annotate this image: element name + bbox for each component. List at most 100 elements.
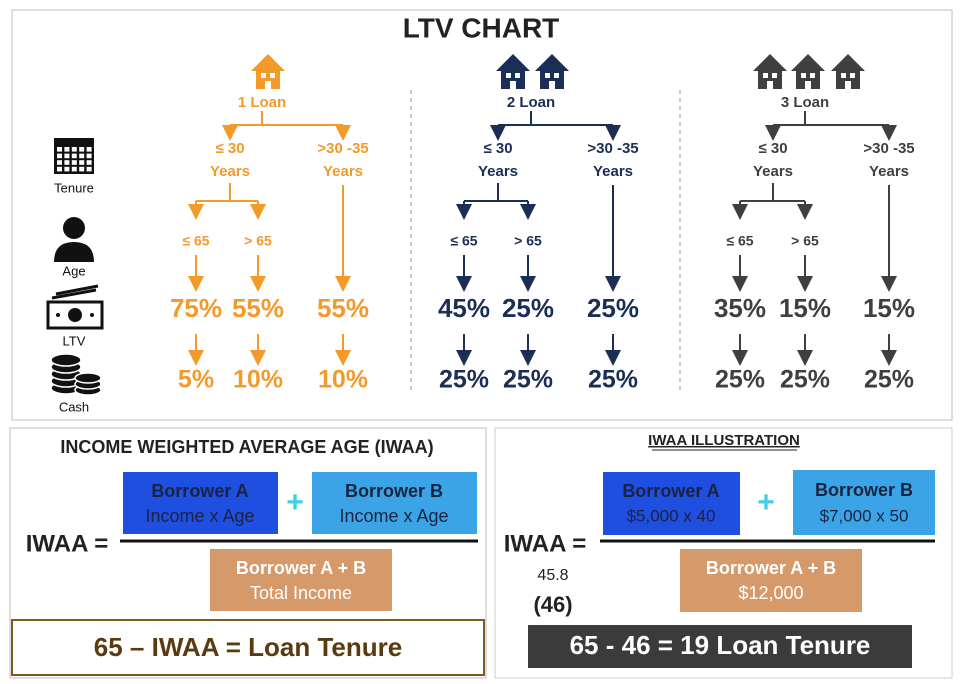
house-window xyxy=(506,73,511,78)
loan-label: 3 Loan xyxy=(781,94,829,111)
calendar-cell xyxy=(64,160,70,165)
borrower-b-box xyxy=(312,472,477,534)
house-icon xyxy=(791,54,825,71)
borrower-b-box xyxy=(793,470,935,535)
age-label: ≤ 65 xyxy=(726,233,753,249)
house-window xyxy=(515,73,520,78)
house-door xyxy=(845,81,851,89)
denominator-detail: Total Income xyxy=(250,583,352,603)
calendar-cell xyxy=(86,166,92,172)
coins-icon xyxy=(50,353,102,396)
cash-value: 25% xyxy=(503,366,553,394)
calendar-cell xyxy=(57,160,62,165)
ltv-value: 15% xyxy=(863,293,915,323)
house-icon xyxy=(496,54,530,71)
tenure-label: Years xyxy=(323,163,363,180)
ltv-value: 75% xyxy=(170,293,222,323)
loan-label: 1 Loan xyxy=(238,94,286,111)
calendar-cell xyxy=(64,166,70,172)
illustration-lhs: IWAA = xyxy=(504,530,586,557)
age-label: ≤ 65 xyxy=(450,233,477,249)
cash-value: 25% xyxy=(780,366,830,394)
tenure-label: ≤ 30 xyxy=(215,140,244,157)
age-label: ≤ 65 xyxy=(182,233,209,249)
house-window xyxy=(261,73,266,78)
side-label: Cash xyxy=(59,399,89,414)
age-label: > 65 xyxy=(514,233,542,249)
house-door xyxy=(510,81,516,89)
title: LTV CHART xyxy=(403,12,560,43)
calendar-cell xyxy=(71,147,77,152)
house-window xyxy=(772,73,777,78)
ltv-value: 15% xyxy=(779,293,831,323)
calendar-cell xyxy=(86,153,92,159)
calendar-cell xyxy=(71,160,77,165)
loan-label: 2 Loan xyxy=(507,94,555,111)
iwaa-title: INCOME WEIGHTED AVERAGE AGE (IWAA) xyxy=(60,437,433,457)
borrower-detail: $7,000 x 50 xyxy=(820,506,909,525)
tenure-label: Years xyxy=(210,163,250,180)
calendar-cell xyxy=(79,153,85,159)
house-icon xyxy=(535,54,569,71)
house-icon xyxy=(831,54,865,71)
tenure-label: Years xyxy=(869,163,909,180)
calendar-cell xyxy=(57,147,62,152)
result: 45.8 xyxy=(537,567,568,584)
calendar-cell xyxy=(57,166,62,172)
calendar-cell xyxy=(64,153,70,159)
denominator-name: Borrower A + B xyxy=(706,558,836,578)
calendar-cell xyxy=(57,153,62,159)
calendar-cell xyxy=(86,160,92,165)
cash-value: 5% xyxy=(178,366,214,394)
formula: 65 - 46 = 19 Loan Tenure xyxy=(570,630,871,660)
cash-value: 10% xyxy=(233,366,283,394)
ltv-value: 25% xyxy=(587,293,639,323)
calendar-cell xyxy=(71,166,77,172)
tenure-label: Years xyxy=(753,163,793,180)
cash-value: 25% xyxy=(864,366,914,394)
calendar-cell xyxy=(79,166,85,172)
borrower-name: Borrower A xyxy=(622,481,719,501)
borrower-name: Borrower B xyxy=(345,481,443,501)
tenure-label: Years xyxy=(593,163,633,180)
side-label: Age xyxy=(62,263,85,278)
plus-sign: + xyxy=(286,486,304,519)
house-window xyxy=(810,73,815,78)
house-icon xyxy=(251,54,285,71)
calendar-cell xyxy=(86,147,92,152)
ltv-value: 45% xyxy=(438,293,490,323)
cash-value: 25% xyxy=(715,366,765,394)
person-icon xyxy=(54,217,94,262)
formula: 65 – IWAA = Loan Tenure xyxy=(94,632,402,662)
tenure-label: >30 -35 xyxy=(587,140,638,157)
illustration-title: IWAA ILLUSTRATION xyxy=(648,432,800,449)
tenure-label: >30 -35 xyxy=(317,140,368,157)
ltv-panel xyxy=(11,9,953,421)
house-window xyxy=(841,73,846,78)
house-icon xyxy=(753,54,787,71)
formula-box xyxy=(11,619,485,676)
ltv-value: 55% xyxy=(232,293,284,323)
house-door xyxy=(805,81,811,89)
borrower-detail: $5,000 x 40 xyxy=(627,506,716,525)
tenure-label: ≤ 30 xyxy=(483,140,512,157)
ltv-value: 35% xyxy=(714,293,766,323)
denominator-detail: $12,000 xyxy=(738,583,803,603)
borrower-detail: Income x Age xyxy=(339,506,448,526)
tenure-label: >30 -35 xyxy=(863,140,914,157)
plus-sign: + xyxy=(757,486,775,519)
calendar-cell xyxy=(79,147,85,152)
borrower-name: Borrower A xyxy=(151,481,248,501)
ltv-value: 25% xyxy=(502,293,554,323)
side-label: LTV xyxy=(63,333,86,348)
tenure-label: ≤ 30 xyxy=(758,140,787,157)
house-door xyxy=(265,81,271,89)
age-label: > 65 xyxy=(791,233,819,249)
house-window xyxy=(850,73,855,78)
tenure-label: Years xyxy=(478,163,518,180)
denominator-box xyxy=(210,549,392,611)
calendar-grid xyxy=(57,147,92,172)
house-door xyxy=(549,81,555,89)
